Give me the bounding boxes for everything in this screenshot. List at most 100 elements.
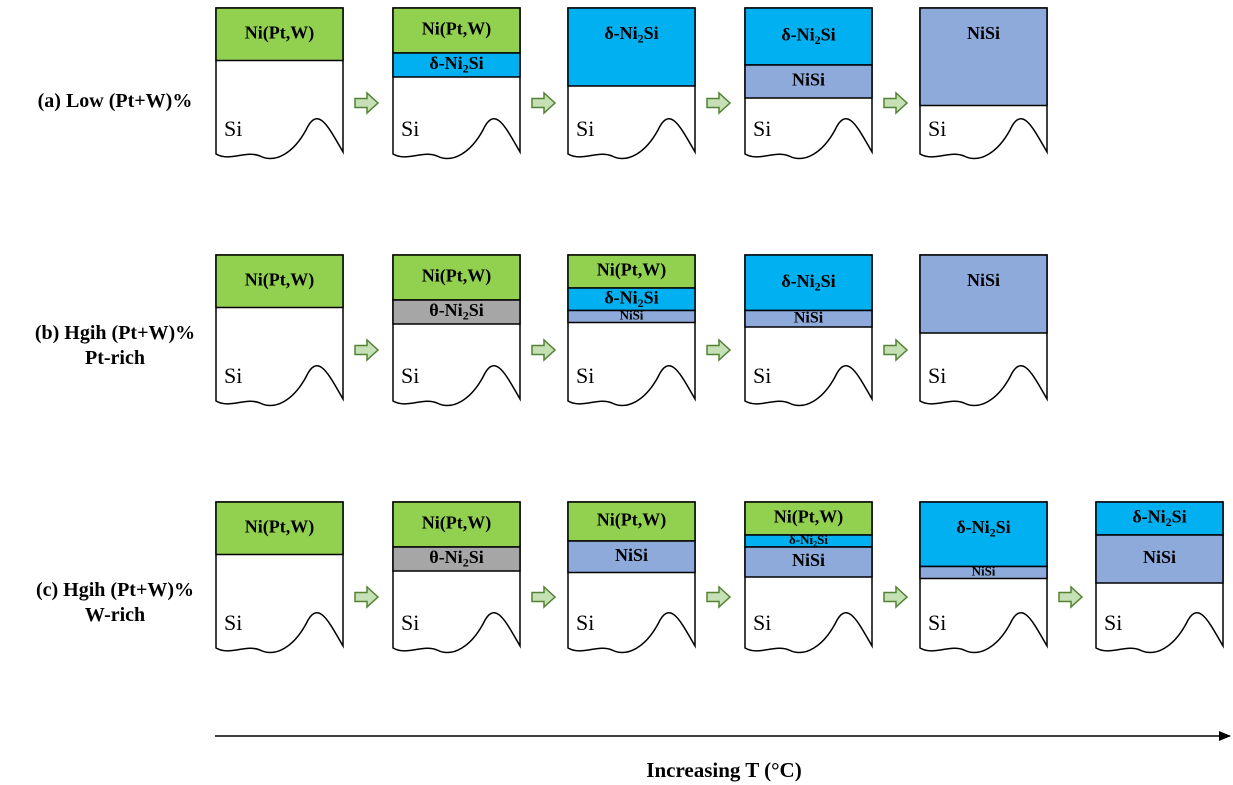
panel-row3-stage2: Ni(Pt,W) θ-Ni2Si Si [392, 501, 521, 654]
transition-arrow-row2-3 [706, 338, 732, 362]
layer-label-ni: Ni(Pt,W) [597, 510, 666, 531]
transition-arrow-row1-4 [883, 91, 909, 115]
layer-delta [744, 7, 873, 66]
layer-label-ni: Ni(Pt,W) [422, 19, 491, 40]
layer-nisi [1095, 534, 1224, 584]
layer-label-ni: Ni(Pt,W) [597, 260, 666, 281]
layer-ni [567, 501, 696, 542]
layer-label-nisi: NiSi [792, 550, 825, 570]
layer-ni [215, 7, 344, 62]
layer-delta [744, 254, 873, 312]
layer-nisi [567, 309, 696, 324]
layer-label-delta: δ-Ni2Si [604, 23, 658, 45]
layer-nisi [919, 565, 1048, 580]
layer-label-nisi: NiSi [794, 309, 824, 326]
panel-row1-stage4: δ-Ni2Si NiSi Si [744, 7, 873, 160]
transition-arrow-row3-3 [706, 585, 732, 609]
panel-row1-stage2: Ni(Pt,W) δ-Ni2Si Si [392, 7, 521, 160]
row-label-a-line-1: (a) Low (Pt+W)% [37, 90, 193, 112]
layer-label-delta: δ-Ni2Si [781, 25, 835, 47]
panel-row1-stage5: NiSi Si [919, 7, 1048, 160]
layer-label-nisi: NiSi [1143, 547, 1176, 567]
transition-arrow-row1-1 [354, 91, 380, 115]
layer-label-delta: δ-Ni2Si [1132, 507, 1186, 529]
transition-arrow-row3-1 [354, 585, 380, 609]
si-label: Si [576, 363, 594, 388]
panel-row2-stage4: δ-Ni2Si NiSi Si [744, 254, 873, 407]
layer-delta [919, 501, 1048, 568]
si-label: Si [928, 116, 946, 141]
layer-label-ni: Ni(Pt,W) [422, 513, 491, 534]
panel-row2-stage1: Ni(Pt,W) Si [215, 254, 344, 407]
row-label-b: (b) Hgih (Pt+W)% Pt-rich [10, 321, 220, 371]
layer-label-ni: Ni(Pt,W) [774, 507, 843, 528]
layer-label-ni: Ni(Pt,W) [245, 22, 314, 43]
row-label-b-line-2: Pt-rich [85, 347, 145, 369]
layer-label-nisi: NiSi [620, 307, 644, 322]
layer-nisi [919, 254, 1048, 334]
layer-ni [744, 501, 873, 536]
transition-arrow-row1-2 [531, 91, 557, 115]
panel-row2-stage5: NiSi Si [919, 254, 1048, 407]
row-label-b-line-1: (b) Hgih (Pt+W)% [34, 322, 196, 344]
transition-arrow-row3-4 [883, 585, 909, 609]
si-label: Si [576, 116, 594, 141]
layer-delta [567, 7, 696, 87]
panel-row3-stage5: δ-Ni2Si NiSi Si [919, 501, 1048, 654]
layer-label-theta: θ-Ni2Si [429, 300, 483, 322]
layer-nisi [744, 309, 873, 328]
layer-label-ni: Ni(Pt,W) [245, 516, 314, 537]
layer-label-nisi: NiSi [972, 563, 996, 578]
panel-row2-stage2: Ni(Pt,W) θ-Ni2Si Si [392, 254, 521, 407]
si-label: Si [753, 610, 771, 635]
panel-row1-stage3: δ-Ni2Si Si [567, 7, 696, 160]
layer-delta [392, 52, 521, 78]
si-label: Si [928, 610, 946, 635]
layer-label-nisi: NiSi [967, 23, 1000, 43]
si-label: Si [401, 116, 419, 141]
si-label: Si [753, 116, 771, 141]
layer-nisi [567, 540, 696, 574]
si-label: Si [753, 363, 771, 388]
transition-arrow-row1-3 [706, 91, 732, 115]
transition-arrow-row2-2 [531, 338, 557, 362]
si-label: Si [576, 610, 594, 635]
layer-theta [392, 299, 521, 325]
layer-ni [215, 501, 344, 556]
layer-label-delta: δ-Ni2Si [956, 517, 1010, 539]
layer-ni [392, 7, 521, 54]
layer-label-delta: δ-Ni2Si [429, 53, 483, 75]
si-label: Si [401, 363, 419, 388]
layer-label-delta: δ-Ni2Si [789, 532, 828, 548]
panel-row3-stage4: Ni(Pt,W) δ-Ni2Si NiSi Si [744, 501, 873, 654]
layer-nisi [744, 546, 873, 578]
layer-nisi [744, 64, 873, 99]
layer-ni [215, 254, 344, 309]
row-label-c: (c) Hgih (Pt+W)% W-rich [10, 578, 220, 628]
layer-label-nisi: NiSi [792, 70, 825, 90]
transition-arrow-row2-1 [354, 338, 380, 362]
row-label-a: (a) Low (Pt+W)% [10, 89, 220, 114]
panel-row1-stage1: Ni(Pt,W) Si [215, 7, 344, 160]
si-label: Si [224, 116, 242, 141]
layer-label-ni: Ni(Pt,W) [245, 269, 314, 290]
layer-label-theta: θ-Ni2Si [429, 547, 483, 569]
layer-ni [392, 501, 521, 548]
layer-label-delta: δ-Ni2Si [781, 271, 835, 293]
transition-arrow-row2-4 [883, 338, 909, 362]
layer-ni [392, 254, 521, 301]
row-label-c-line-2: W-rich [84, 604, 146, 626]
transition-arrow-row3-5 [1058, 585, 1084, 609]
layer-label-delta: δ-Ni2Si [604, 287, 658, 309]
panel-row3-stage1: Ni(Pt,W) Si [215, 501, 344, 654]
si-label: Si [224, 363, 242, 388]
panel-row3-stage3: Ni(Pt,W) NiSi Si [567, 501, 696, 654]
si-label: Si [928, 363, 946, 388]
layer-ni [567, 254, 696, 289]
layer-label-ni: Ni(Pt,W) [422, 266, 491, 287]
transition-arrow-row3-2 [531, 585, 557, 609]
layer-nisi [919, 7, 1048, 107]
si-label: Si [1104, 610, 1122, 635]
